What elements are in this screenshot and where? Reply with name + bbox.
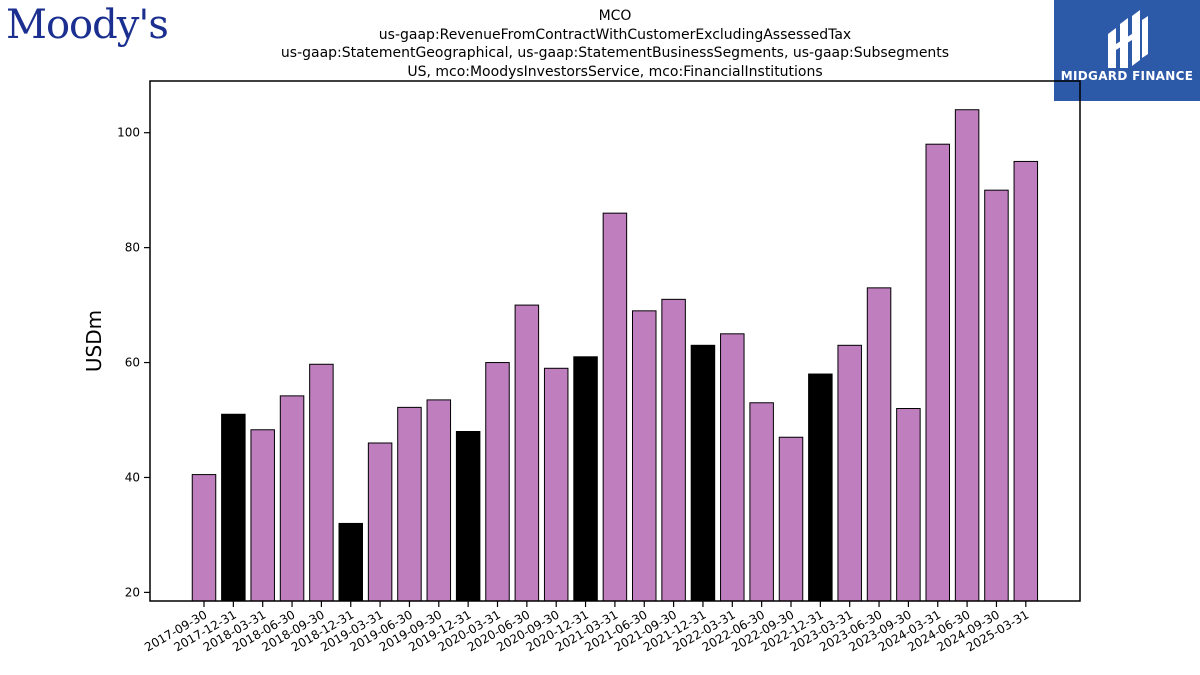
title-line-axes: us-gaap:StatementGeographical, us-gaap:S… xyxy=(280,45,950,61)
chart-title: MCO us-gaap:RevenueFromContractWithCusto… xyxy=(150,7,1080,81)
bar-2021-09-30 xyxy=(661,298,686,602)
y-tick-label: 40 xyxy=(125,470,140,484)
bar-2022-03-31 xyxy=(720,333,745,602)
y-tick-label: 20 xyxy=(125,585,140,599)
bar-2019-12-31 xyxy=(455,431,481,602)
bar-2023-06-30 xyxy=(866,287,892,602)
bar-2019-06-30 xyxy=(397,406,422,602)
bar-2018-06-30 xyxy=(279,395,305,602)
bar-2021-12-31 xyxy=(690,344,716,602)
bar-2020-03-31 xyxy=(485,362,510,602)
bar-2018-03-31 xyxy=(250,429,275,602)
bar-2024-09-30 xyxy=(984,189,1009,602)
bar-2020-09-30 xyxy=(543,367,569,602)
bar-2021-03-31 xyxy=(602,212,628,602)
bar-2020-06-30 xyxy=(514,304,540,602)
midgard-wordmark: MIDGARD FINANCE xyxy=(1060,69,1194,83)
bar-2025-03-31 xyxy=(1013,160,1039,602)
title-line-concept: us-gaap:RevenueFromContractWithCustomerE… xyxy=(378,26,852,43)
bar-2023-03-31 xyxy=(837,344,862,602)
bar-2021-06-30 xyxy=(632,310,657,602)
bar-2024-03-31 xyxy=(925,143,950,602)
y-axis: 20 40 60 80 100 xyxy=(117,126,150,599)
title-line-ticker: MCO xyxy=(598,8,632,24)
bar-2024-06-30 xyxy=(954,109,980,602)
bar-2023-09-30 xyxy=(896,408,921,602)
bar-2022-12-31 xyxy=(808,373,833,602)
bar-2017-09-30 xyxy=(191,474,217,602)
moodys-logo: Moody's xyxy=(6,2,169,48)
bar-2020-12-31 xyxy=(573,356,598,602)
title-line-members: US, mco:MoodysInvestorsService, mco:Fina… xyxy=(407,63,823,80)
bar-2022-09-30 xyxy=(778,436,804,602)
y-tick-label: 60 xyxy=(125,356,140,370)
y-tick-label: 100 xyxy=(117,126,140,140)
midgard-mark-icon xyxy=(1108,10,1148,68)
bars-group xyxy=(191,109,1039,602)
y-tick-label: 80 xyxy=(125,241,140,255)
x-axis: 2017-09-302017-12-312018-03-312018-06-30… xyxy=(142,601,1031,654)
bar-2019-09-30 xyxy=(426,399,452,602)
bar-2017-12-31 xyxy=(221,413,246,602)
bar-2022-06-30 xyxy=(749,402,774,602)
y-axis-label: USDm xyxy=(82,310,106,372)
midgard-finance-logo: MIDGARD FINANCE xyxy=(1054,0,1200,101)
bar-2018-12-31 xyxy=(338,522,363,602)
bar-2018-09-30 xyxy=(309,363,334,602)
bar-2019-03-31 xyxy=(367,442,393,602)
